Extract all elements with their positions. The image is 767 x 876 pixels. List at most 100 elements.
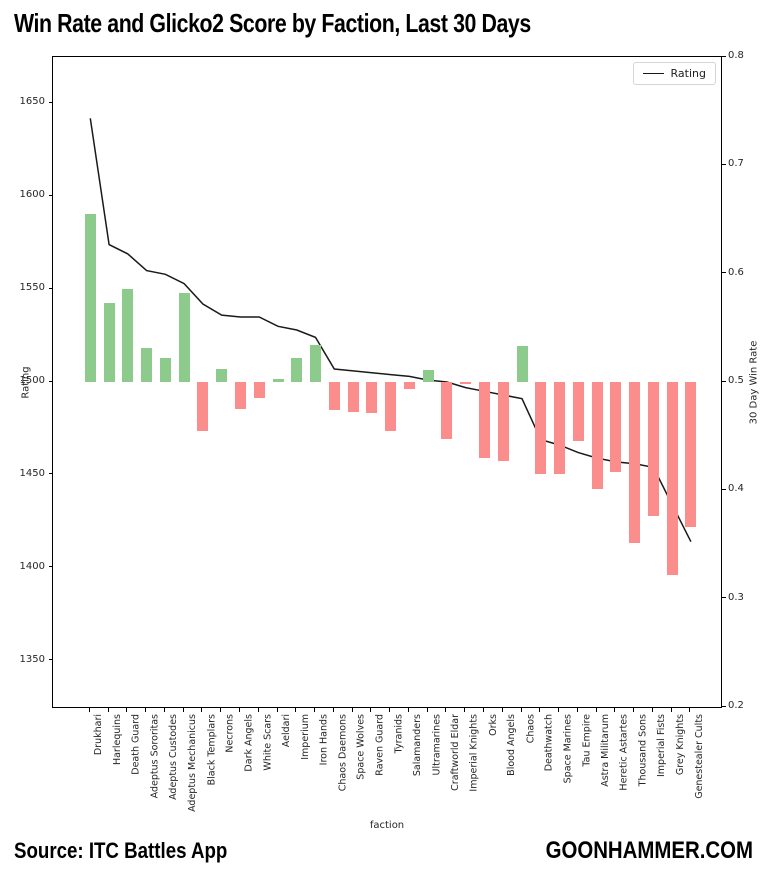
faction-name: Imperial Knights [468, 714, 480, 792]
rating-line-layer [89, 118, 692, 543]
tick-mark [651, 708, 653, 712]
tick-mark [722, 272, 726, 274]
legend-label: Rating [670, 67, 706, 80]
faction-name: Tyranids [393, 714, 405, 754]
y-axis-title-left: Rating [20, 366, 32, 399]
faction-name: Ultramarines [431, 714, 443, 776]
tick-mark [633, 708, 635, 712]
win-rate-bar [385, 382, 397, 431]
faction-name: Heretic Astartes [618, 714, 630, 791]
tick-mark [295, 708, 297, 712]
win-rate-bar [159, 358, 171, 382]
legend: Rating [632, 62, 716, 85]
faction-name: Black Templars [205, 714, 217, 786]
tick-mark [464, 708, 466, 712]
tick-mark [48, 194, 52, 196]
win-rate-bar [253, 382, 265, 399]
tick-mark [670, 708, 672, 712]
tick-mark [163, 708, 165, 712]
y-tick-label-left: 1500 [19, 375, 45, 386]
tick-mark [201, 708, 203, 712]
tick-mark [126, 708, 128, 712]
tick-mark [722, 488, 726, 490]
win-rate-bar [197, 382, 209, 431]
tick-mark [722, 55, 726, 57]
faction-name: Adeptus Mechanicus [187, 714, 199, 812]
faction-name: Deathwatch [543, 714, 555, 772]
win-rate-bar [572, 382, 584, 441]
y-tick-label-left: 1350 [19, 653, 45, 665]
tick-mark [370, 708, 372, 712]
tick-mark [576, 708, 578, 712]
tick-mark [88, 708, 90, 712]
tick-mark [332, 708, 334, 712]
win-rate-bar [291, 358, 303, 382]
faction-name: Craftworld Eldar [449, 714, 461, 791]
win-rate-bar [591, 382, 603, 490]
faction-name: Raven Guard [374, 714, 386, 776]
win-rate-bar [366, 382, 378, 414]
tick-mark [48, 287, 52, 289]
faction-name: White Scars [262, 714, 274, 771]
faction-name: Space Marines [562, 714, 574, 784]
win-rate-bar [216, 369, 228, 382]
tick-mark [482, 708, 484, 712]
faction-name: Orks [487, 714, 499, 736]
y-tick-label-right: 0.3 [728, 591, 744, 603]
win-rate-bar [84, 214, 96, 382]
y-tick-label-right: 0.5 [728, 375, 744, 386]
tick-mark [257, 708, 259, 712]
win-rate-bar [554, 382, 566, 475]
faction-name: Harlequins [112, 714, 124, 766]
faction-name: Space Wolves [356, 714, 368, 780]
legend-line-sample [642, 73, 664, 74]
tick-mark [722, 380, 726, 382]
tick-mark [238, 708, 240, 712]
tick-mark [595, 708, 597, 712]
tick-mark [48, 473, 52, 475]
plot-area: Rating [52, 56, 722, 708]
win-rate-bar [685, 382, 697, 528]
tick-mark [48, 101, 52, 103]
tick-mark [48, 380, 52, 382]
tick-mark [107, 708, 109, 712]
win-rate-bar [141, 348, 153, 382]
tick-mark [314, 708, 316, 712]
tick-mark [614, 708, 616, 712]
win-rate-bar [122, 288, 134, 382]
y-tick-label-right: 0.2 [728, 700, 744, 711]
win-rate-bar [403, 382, 415, 389]
faction-name: Aeldari [281, 714, 292, 748]
win-rate-bar [347, 382, 359, 413]
faction-name: Imperial Fists [656, 714, 668, 777]
page-title: Win Rate and Glicko2 Score by Faction, L… [14, 8, 531, 38]
tick-mark [558, 708, 560, 712]
win-rate-bar [328, 382, 340, 411]
tick-mark [182, 708, 184, 712]
win-rate-bar [516, 346, 528, 382]
faction-name: Chaos [525, 714, 536, 744]
tick-mark [520, 708, 522, 712]
faction-name: Thousand Sons [637, 714, 649, 787]
tick-mark [48, 659, 52, 661]
faction-name: Adeptus Sororitas [149, 714, 161, 799]
tick-mark [220, 708, 222, 712]
source-note: Source: ITC Battles App [14, 838, 228, 863]
tick-mark [445, 708, 447, 712]
tick-mark [689, 708, 691, 712]
win-rate-bar [103, 302, 115, 382]
faction-name: Imperium [299, 714, 311, 760]
win-rate-bar [610, 382, 622, 472]
faction-name: Astra Militarum [600, 714, 612, 787]
tick-mark [407, 708, 409, 712]
win-rate-bar [310, 345, 322, 382]
win-rate-bar [497, 382, 509, 462]
faction-name: Adeptus Custodes [168, 714, 180, 800]
y-tick-label-right: 0.8 [728, 50, 744, 61]
tick-mark [722, 597, 726, 599]
brand-logo-text: GOONHAMMER.COM [545, 837, 753, 864]
win-rate-bar [460, 382, 472, 385]
y-tick-label-right: 0.6 [728, 266, 744, 278]
faction-name: Dark Angels [243, 714, 255, 772]
